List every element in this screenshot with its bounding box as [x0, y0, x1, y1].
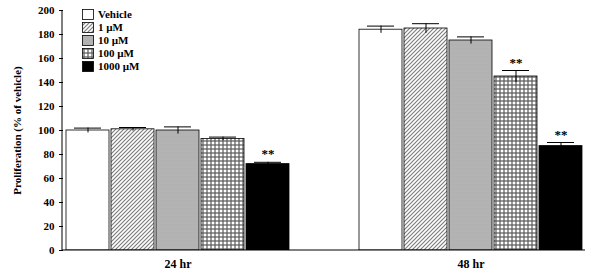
svg-text:**: ** [555, 127, 568, 142]
svg-text:120: 120 [38, 100, 55, 112]
html-text:1000 µM: 1000 µM [98, 60, 140, 72]
html-text:10 µM: 10 µM [98, 34, 129, 46]
svg-text:20: 20 [44, 220, 56, 232]
svg-text:40: 40 [44, 196, 56, 208]
html-text:100 µM: 100 µM [98, 47, 134, 59]
svg-text:60: 60 [44, 172, 56, 184]
svg-text:24 hr: 24 hr [165, 257, 193, 271]
svg-text:0: 0 [49, 244, 55, 256]
svg-text:80: 80 [44, 148, 56, 160]
svg-text:Proliferation (% of vehicle): Proliferation (% of vehicle) [11, 66, 24, 195]
svg-text:180: 180 [38, 28, 55, 40]
svg-text:100: 100 [38, 124, 55, 136]
html-text:Vehicle: Vehicle [98, 8, 132, 20]
svg-text:200: 200 [38, 4, 55, 16]
svg-text:**: ** [510, 55, 523, 70]
svg-text:48 hr: 48 hr [458, 257, 486, 271]
svg-text:**: ** [262, 146, 275, 161]
svg-text:160: 160 [38, 52, 55, 64]
svg-text:140: 140 [38, 76, 55, 88]
html-text:1 µM: 1 µM [98, 21, 123, 33]
